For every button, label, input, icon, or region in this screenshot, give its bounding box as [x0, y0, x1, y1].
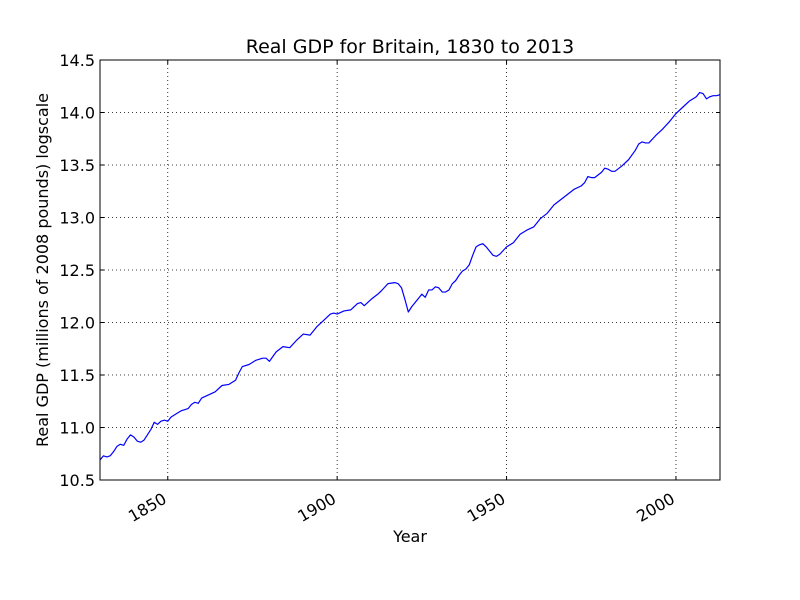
x-axis-label: Year — [392, 527, 427, 546]
y-tick-label: 12.5 — [59, 261, 95, 280]
y-tick-label: 14.5 — [59, 51, 95, 70]
chart-title: Real GDP for Britain, 1830 to 2013 — [246, 36, 575, 58]
y-tick-label: 10.5 — [59, 471, 95, 490]
y-axis-label: Real GDP (millions of 2008 pounds) logsc… — [33, 93, 52, 447]
data-series-line — [99, 91, 721, 461]
y-tick-label: 14.0 — [59, 104, 95, 123]
y-tick-label: 13.5 — [59, 156, 95, 175]
grid-lines — [100, 60, 720, 480]
y-tick-label: 12.0 — [59, 314, 95, 333]
y-tick-label: 11.0 — [59, 419, 95, 438]
y-tick-label: 13.0 — [59, 209, 95, 228]
axis-ticks — [100, 59, 720, 481]
y-tick-label: 11.5 — [59, 366, 95, 385]
